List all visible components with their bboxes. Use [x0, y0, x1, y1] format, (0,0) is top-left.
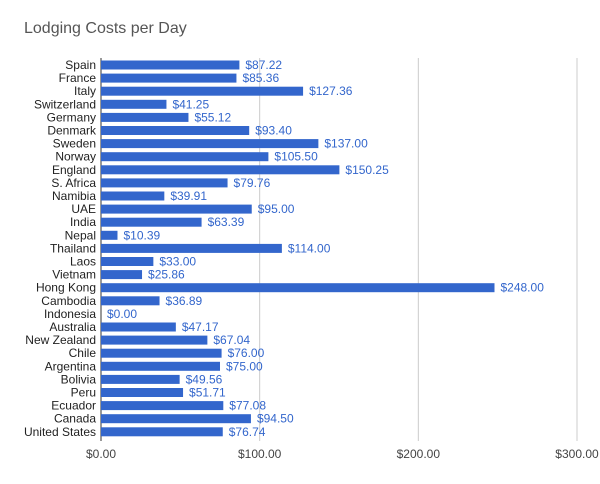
data-label: $41.25	[172, 97, 209, 111]
data-label: $77.08	[229, 399, 266, 413]
bar	[101, 99, 167, 109]
bar	[101, 86, 304, 96]
data-label: $0.00	[107, 307, 137, 321]
bar	[101, 283, 495, 293]
bar	[101, 296, 160, 306]
data-label: $150.25	[345, 163, 389, 177]
data-label: $67.04	[213, 333, 250, 347]
category-label: Peru	[71, 386, 96, 400]
data-label: $94.50	[257, 412, 294, 426]
data-label: $95.00	[258, 202, 295, 216]
data-label: $105.50	[274, 150, 318, 164]
bar	[101, 361, 220, 371]
bar	[101, 322, 176, 332]
data-label: $114.00	[288, 241, 331, 255]
data-label: $33.00	[159, 255, 196, 269]
x-tick-label: $300.00	[555, 447, 599, 461]
data-label: $25.86	[148, 268, 185, 282]
data-label: $47.17	[182, 320, 219, 334]
bar	[101, 427, 223, 437]
category-label: Denmark	[47, 124, 97, 138]
data-label: $75.00	[226, 359, 263, 373]
category-label: Norway	[55, 150, 96, 164]
category-label: Ecuador	[51, 399, 96, 413]
category-label: Chile	[69, 346, 97, 360]
data-label: $93.40	[255, 124, 292, 138]
chart-title: Lodging Costs per Day	[24, 20, 187, 37]
category-label: Switzerland	[34, 97, 96, 111]
category-label: Australia	[49, 320, 96, 334]
category-label: Vietnam	[52, 268, 96, 282]
bar	[101, 178, 228, 188]
bar	[101, 335, 208, 345]
data-label: $39.91	[170, 189, 207, 203]
x-tick-label: $0.00	[86, 447, 116, 461]
data-label: $137.00	[324, 137, 368, 151]
bar	[101, 204, 252, 214]
data-label: $55.12	[194, 110, 231, 124]
data-label: $85.36	[242, 71, 279, 85]
category-label: Nepal	[65, 228, 96, 242]
category-label: France	[59, 71, 97, 85]
bar	[101, 60, 240, 70]
category-label: New Zealand	[25, 333, 96, 347]
category-label: Bolivia	[61, 372, 97, 386]
category-label: Namibia	[52, 189, 96, 203]
bar	[101, 230, 118, 240]
category-label: UAE	[71, 202, 96, 216]
category-label: Sweden	[53, 137, 96, 151]
bar	[101, 270, 143, 280]
category-label: United States	[24, 425, 96, 439]
bar	[101, 257, 154, 266]
bar	[101, 112, 189, 122]
bar	[101, 152, 269, 162]
data-label: $76.74	[229, 425, 266, 439]
bar	[101, 243, 282, 253]
x-tick-label: $100.00	[238, 447, 282, 461]
category-label: Thailand	[50, 241, 96, 255]
category-label: Canada	[54, 412, 96, 426]
bar	[101, 73, 237, 83]
category-label: Argentina	[45, 359, 97, 373]
bar	[101, 165, 340, 175]
bar	[101, 217, 202, 227]
data-label: $63.39	[208, 215, 245, 229]
category-label: Italy	[74, 84, 96, 98]
category-label: England	[52, 163, 96, 177]
data-label: $127.36	[309, 84, 353, 98]
category-label: Indonesia	[44, 307, 96, 321]
bar	[101, 374, 180, 384]
bar	[101, 401, 224, 411]
category-label: Laos	[70, 255, 96, 269]
data-label: $76.00	[228, 346, 265, 360]
bar	[101, 348, 222, 358]
bar	[101, 414, 251, 424]
x-tick-label: $200.00	[397, 447, 441, 461]
data-label: $49.56	[186, 372, 223, 386]
category-label: India	[70, 215, 96, 229]
data-label: $51.71	[189, 386, 226, 400]
data-label: $79.76	[234, 176, 271, 190]
category-label: Cambodia	[41, 294, 96, 308]
data-label: $36.89	[166, 294, 203, 308]
category-label: S. Africa	[51, 176, 96, 190]
data-label: $10.39	[123, 228, 160, 242]
data-label: $248.00	[500, 281, 544, 295]
category-label: Hong Kong	[36, 281, 96, 295]
bar	[101, 191, 165, 201]
bar	[101, 139, 319, 149]
data-label: $87.22	[245, 58, 282, 72]
category-label: Germany	[47, 110, 96, 124]
bar	[101, 388, 184, 397]
category-label: Spain	[65, 58, 96, 72]
bar	[101, 126, 250, 135]
